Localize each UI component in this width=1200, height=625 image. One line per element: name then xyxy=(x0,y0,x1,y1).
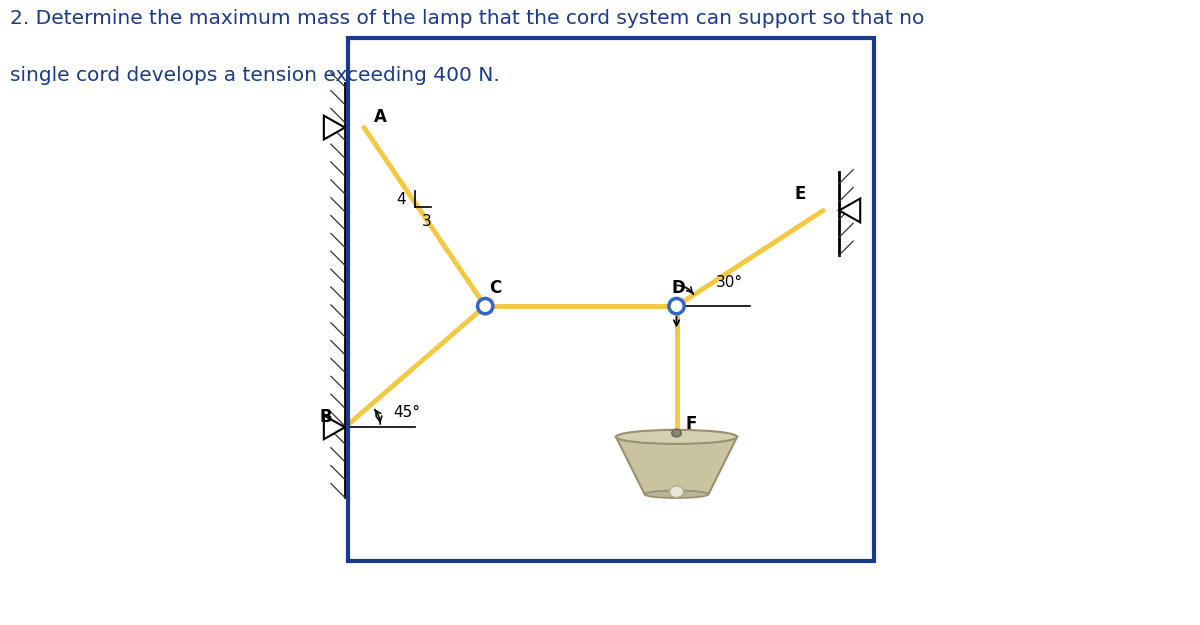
Text: B: B xyxy=(319,408,332,426)
Text: 2. Determine the maximum mass of the lamp that the cord system can support so th: 2. Determine the maximum mass of the lam… xyxy=(10,9,924,28)
Bar xyxy=(348,38,875,561)
Polygon shape xyxy=(616,437,737,494)
Ellipse shape xyxy=(670,486,684,498)
Ellipse shape xyxy=(672,429,682,437)
Polygon shape xyxy=(324,416,344,439)
Circle shape xyxy=(668,299,684,314)
Ellipse shape xyxy=(644,491,708,498)
Circle shape xyxy=(478,299,493,314)
Text: single cord develops a tension exceeding 400 N.: single cord develops a tension exceeding… xyxy=(10,66,499,84)
Text: C: C xyxy=(490,279,502,298)
Polygon shape xyxy=(324,116,344,139)
Text: 4: 4 xyxy=(396,192,406,207)
Text: 30°: 30° xyxy=(716,275,743,290)
Text: D: D xyxy=(672,279,685,298)
Text: E: E xyxy=(794,185,806,203)
Text: 45°: 45° xyxy=(394,405,420,420)
Ellipse shape xyxy=(616,430,737,444)
Polygon shape xyxy=(839,199,860,222)
Text: A: A xyxy=(373,109,386,126)
Text: F: F xyxy=(685,414,697,432)
Text: 3: 3 xyxy=(421,214,431,229)
